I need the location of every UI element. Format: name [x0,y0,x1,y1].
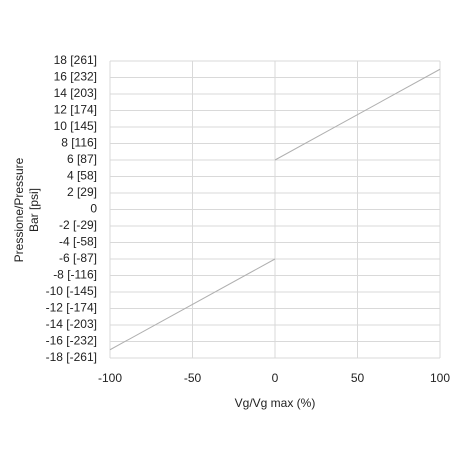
x-tick-label: 100 [430,371,450,385]
y-tick-label: 0 [90,202,97,216]
y-tick-label: -6 [-87] [59,251,97,265]
y-tick-label: -18 [-261] [46,350,97,364]
y-tick-label: 14 [203] [54,86,97,100]
y-tick-label: 2 [29] [67,185,97,199]
y-tick-label: -12 [-174] [46,301,97,315]
x-tick-label: 50 [351,371,365,385]
y-tick-label: -2 [-29] [59,218,97,232]
y-tick-label: 4 [58] [67,169,97,183]
y-tick-label: 10 [145] [54,119,97,133]
y-tick-label: 16 [232] [54,70,97,84]
x-tick-label: -100 [98,371,122,385]
y-tick-label: -8 [-116] [53,268,97,282]
y-tick-label: 8 [116] [61,136,97,150]
y-tick-label: -10 [-145] [46,284,97,298]
y-tick-label: 12 [174] [54,103,97,117]
y-axis-label: Bar [psi] [27,188,41,232]
y-tick-label: -16 [-232] [46,334,97,348]
y-tick-label: -4 [-58] [59,235,97,249]
x-tick-label: -50 [184,371,202,385]
y-tick-label: 18 [261] [54,53,97,67]
data-line [109,68,441,351]
y-axis-label: Pressione/Pressure [12,157,26,262]
y-tick-label: 6 [87] [67,152,97,166]
x-axis-label: Vg/Vg max (%) [235,396,316,410]
x-tick-label: 0 [272,371,279,385]
y-tick-label: -14 [-203] [46,317,97,331]
